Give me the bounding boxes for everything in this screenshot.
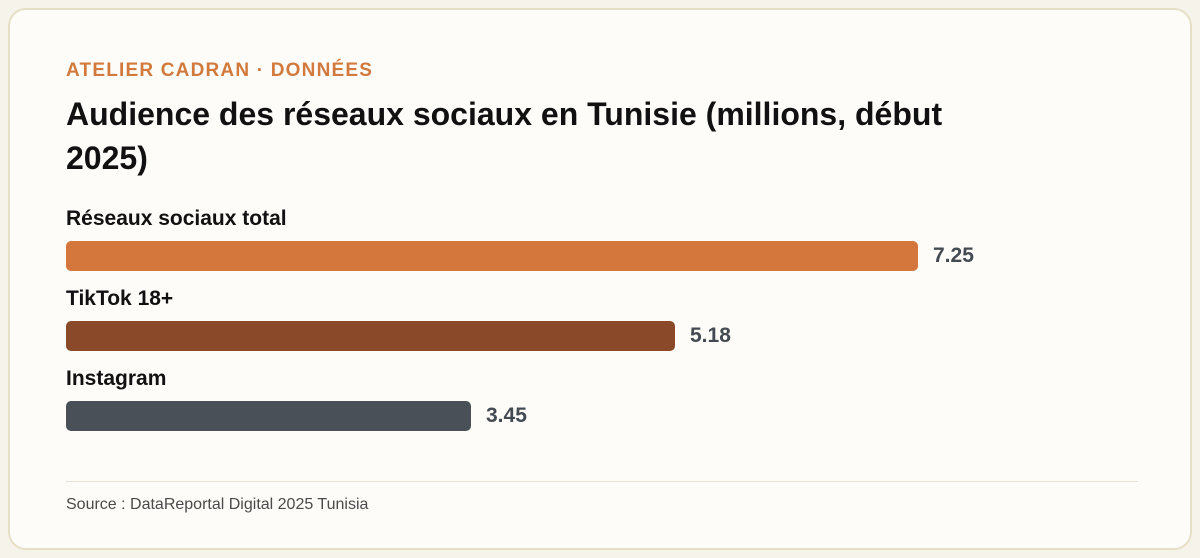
divider bbox=[66, 481, 1138, 482]
source-note: Source : DataReportal Digital 2025 Tunis… bbox=[66, 496, 369, 513]
value-label: 7.25 bbox=[933, 244, 974, 267]
chart-title: Audience des réseaux sociaux en Tunisie … bbox=[66, 96, 943, 176]
bar bbox=[66, 401, 471, 431]
category-label: TikTok 18+ bbox=[66, 287, 174, 310]
bar-chart: Réseaux sociaux total 7.25 TikTok 18+ 5.18 I… bbox=[66, 10, 1166, 470]
category-label: Instagram bbox=[66, 367, 167, 390]
kicker-label: ATELIER CADRAN · DONNÉES bbox=[66, 60, 374, 81]
value-label: 3.45 bbox=[486, 404, 527, 427]
category-label: Réseaux sociaux total bbox=[66, 207, 287, 230]
value-label: 5.18 bbox=[690, 324, 731, 347]
chart-card: ATELIER CADRAN · DONNÉES Audience des ré… bbox=[8, 8, 1192, 550]
bar bbox=[66, 241, 918, 271]
bar bbox=[66, 321, 675, 351]
